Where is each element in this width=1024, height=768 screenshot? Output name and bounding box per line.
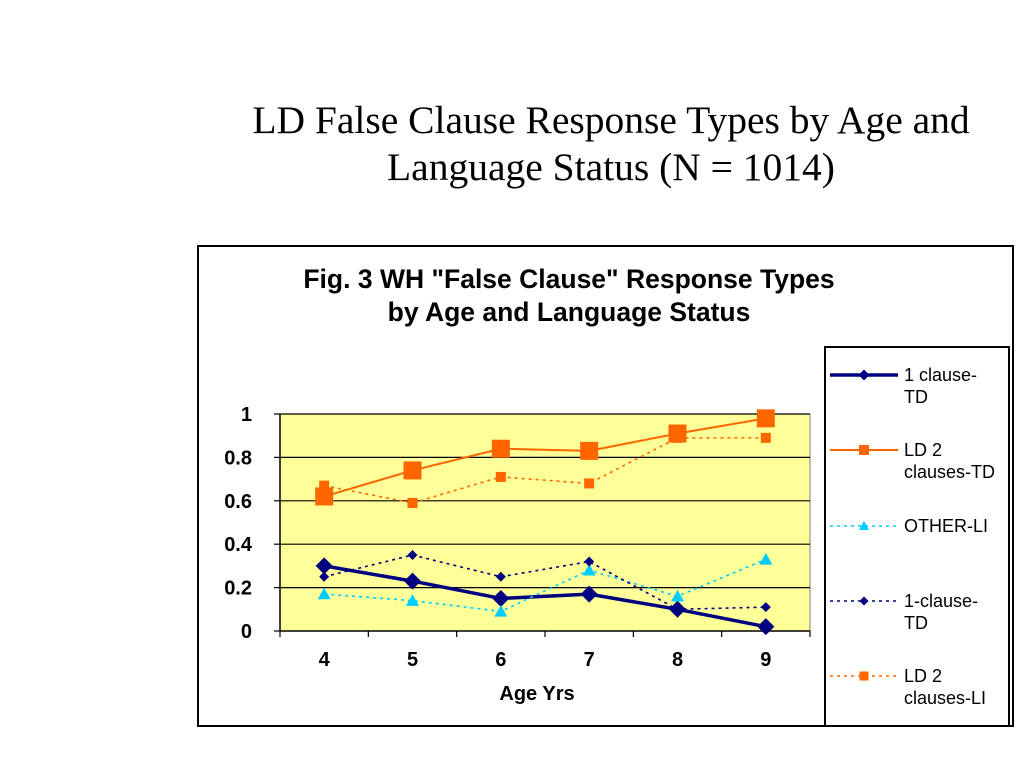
line-chart: 0 0.2 0.4 0.6 0.8 1 4 5 6 7 8 9 Age Yrs [224, 404, 811, 705]
y-tick-label: 0.4 [224, 534, 253, 556]
legend-swatch [830, 671, 898, 681]
series-4-point [407, 550, 418, 561]
series-2-point [491, 439, 510, 458]
legend-entry: OTHER-LI [826, 515, 1008, 565]
series-2-point [403, 461, 422, 480]
series-1-point [404, 572, 421, 590]
chart-frame: Fig. 3 WH "False Clause" Response Types … [197, 245, 1014, 727]
series-3-point [494, 604, 508, 617]
series-4-line [323, 554, 766, 611]
series-4-point [760, 602, 771, 613]
legend-swatch [830, 369, 898, 381]
y-tick-label: 0.6 [224, 491, 252, 513]
series-1-line [323, 564, 767, 629]
legend-label: 1-clause-TD [904, 590, 979, 633]
x-axis-title: Age Yrs [499, 683, 574, 705]
x-tick-label: 8 [672, 649, 683, 671]
series-3-point [582, 563, 596, 576]
series-2-line [323, 417, 767, 498]
series-5-point [319, 480, 330, 491]
series-4-point [672, 604, 683, 615]
legend-label: LD 2 clauses-LI [904, 666, 987, 708]
legend-swatch-marker [859, 445, 869, 456]
series-5-point [760, 432, 771, 443]
series-3-line [324, 558, 767, 613]
legend-swatch [830, 596, 898, 606]
legend-entry: 1 clause-TD [826, 364, 1008, 414]
series-4-point [584, 556, 595, 567]
legend-label: LD 2 clauses-TD [904, 440, 996, 483]
series-2-point [756, 409, 775, 428]
series-1-point [580, 585, 598, 603]
series-1-point [757, 618, 775, 636]
legend-label: OTHER-LI [904, 515, 989, 536]
series-1-point [492, 589, 510, 607]
x-tick-label: 9 [760, 649, 771, 671]
legend-entry: LD 2 clauses-TD [826, 439, 1008, 489]
y-tick-label: 0 [241, 621, 252, 643]
series-4-point [495, 571, 506, 582]
series-3-point [759, 552, 773, 565]
series-5-point [584, 478, 595, 489]
x-tick-label: 7 [584, 649, 595, 671]
legend-swatch [830, 520, 898, 530]
series-2-point [315, 487, 334, 506]
series-1-point [315, 557, 333, 575]
series-5-point [672, 432, 683, 443]
legend: 1 clause-TD LD 2 clauses-TD OTHER-LI 1-clau… [824, 346, 1010, 727]
legend-label: 1 clause-TD [904, 365, 978, 407]
legend-entry: 1-clause-TD [826, 590, 1008, 640]
y-tick-label: 0.8 [224, 447, 252, 469]
series-5-point [407, 497, 418, 508]
x-tick-label: 4 [319, 649, 331, 671]
plot-area [279, 413, 811, 632]
legend-swatch-marker [859, 596, 869, 606]
legend-swatch [830, 445, 898, 456]
chart-title: Fig. 3 WH "False Clause" Response Types … [303, 264, 835, 327]
legend-swatch-marker [859, 520, 869, 530]
series-3-point [317, 587, 331, 600]
x-tick-label: 6 [495, 649, 506, 671]
series-3-point [406, 594, 419, 606]
x-tick-label: 5 [407, 649, 418, 671]
series-5-line [324, 437, 766, 504]
legend-swatch-marker [859, 671, 869, 681]
y-tick-label: 1 [241, 404, 252, 426]
page-title: LD False Clause Response Types by Age an… [252, 98, 970, 189]
series-3-point [671, 589, 684, 602]
legend-swatch-marker [858, 369, 870, 381]
series-5-point [495, 471, 506, 482]
series-2-point [580, 441, 599, 460]
legend-entry: LD 2 clauses-LI [826, 665, 1008, 715]
y-tick-label: 0.2 [224, 578, 252, 600]
